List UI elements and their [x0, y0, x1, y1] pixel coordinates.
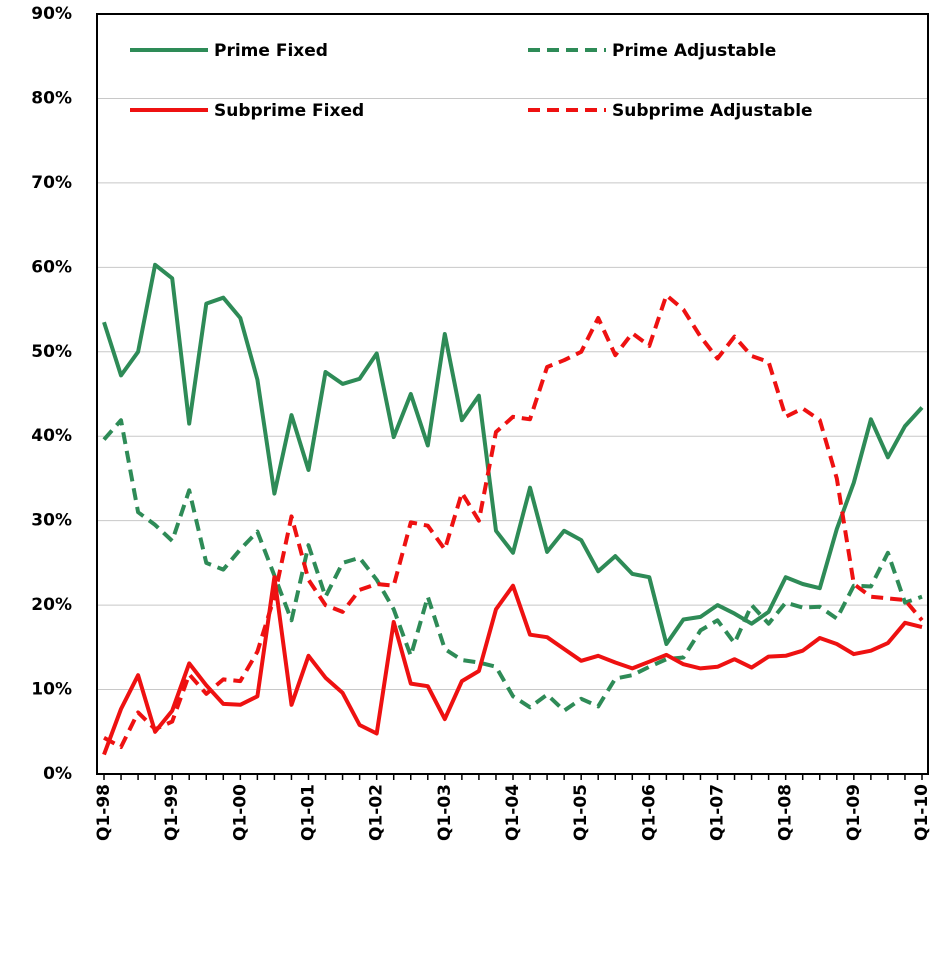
x-tick-label: Q1-03: [435, 784, 455, 841]
y-tick-label: 40%: [31, 426, 72, 446]
series-line: [102, 262, 924, 646]
x-tick-label: Q1-02: [367, 784, 387, 841]
y-tick-label: 30%: [31, 511, 72, 531]
y-tick-label: 90%: [31, 4, 72, 24]
plot-frame: [96, 13, 929, 775]
legend-label: Subprime Fixed: [214, 101, 364, 121]
y-tick-label: 80%: [31, 88, 72, 108]
legend-label: Prime Adjustable: [612, 41, 776, 61]
x-tick-label: Q1-05: [571, 784, 591, 841]
x-tick-label: Q1-01: [299, 784, 319, 841]
y-tick-label: 60%: [31, 257, 72, 277]
series-line: [102, 575, 923, 756]
x-tick-label: Q1-09: [844, 784, 864, 841]
x-tick-label: Q1-99: [162, 784, 182, 841]
series-line: [103, 293, 924, 749]
x-tick-label: Q1-08: [776, 784, 796, 841]
x-tick-label: Q1-07: [708, 784, 728, 841]
y-tick-label: 50%: [31, 342, 72, 362]
series-line: [102, 418, 923, 713]
y-tick-label: 10%: [31, 680, 72, 700]
legend-label: Prime Fixed: [214, 41, 328, 61]
x-tick-label: Q1-10: [912, 784, 932, 841]
x-tick-label: Q1-06: [639, 784, 659, 841]
x-tick-label: Q1-00: [230, 784, 250, 841]
y-tick-label: 70%: [31, 173, 72, 193]
x-tick-label: Q1-98: [94, 784, 114, 841]
legend-label: Subprime Adjustable: [612, 101, 813, 121]
x-tick-label: Q1-04: [503, 784, 523, 841]
y-tick-label: 20%: [31, 595, 72, 615]
y-tick-label: 0%: [43, 764, 72, 784]
